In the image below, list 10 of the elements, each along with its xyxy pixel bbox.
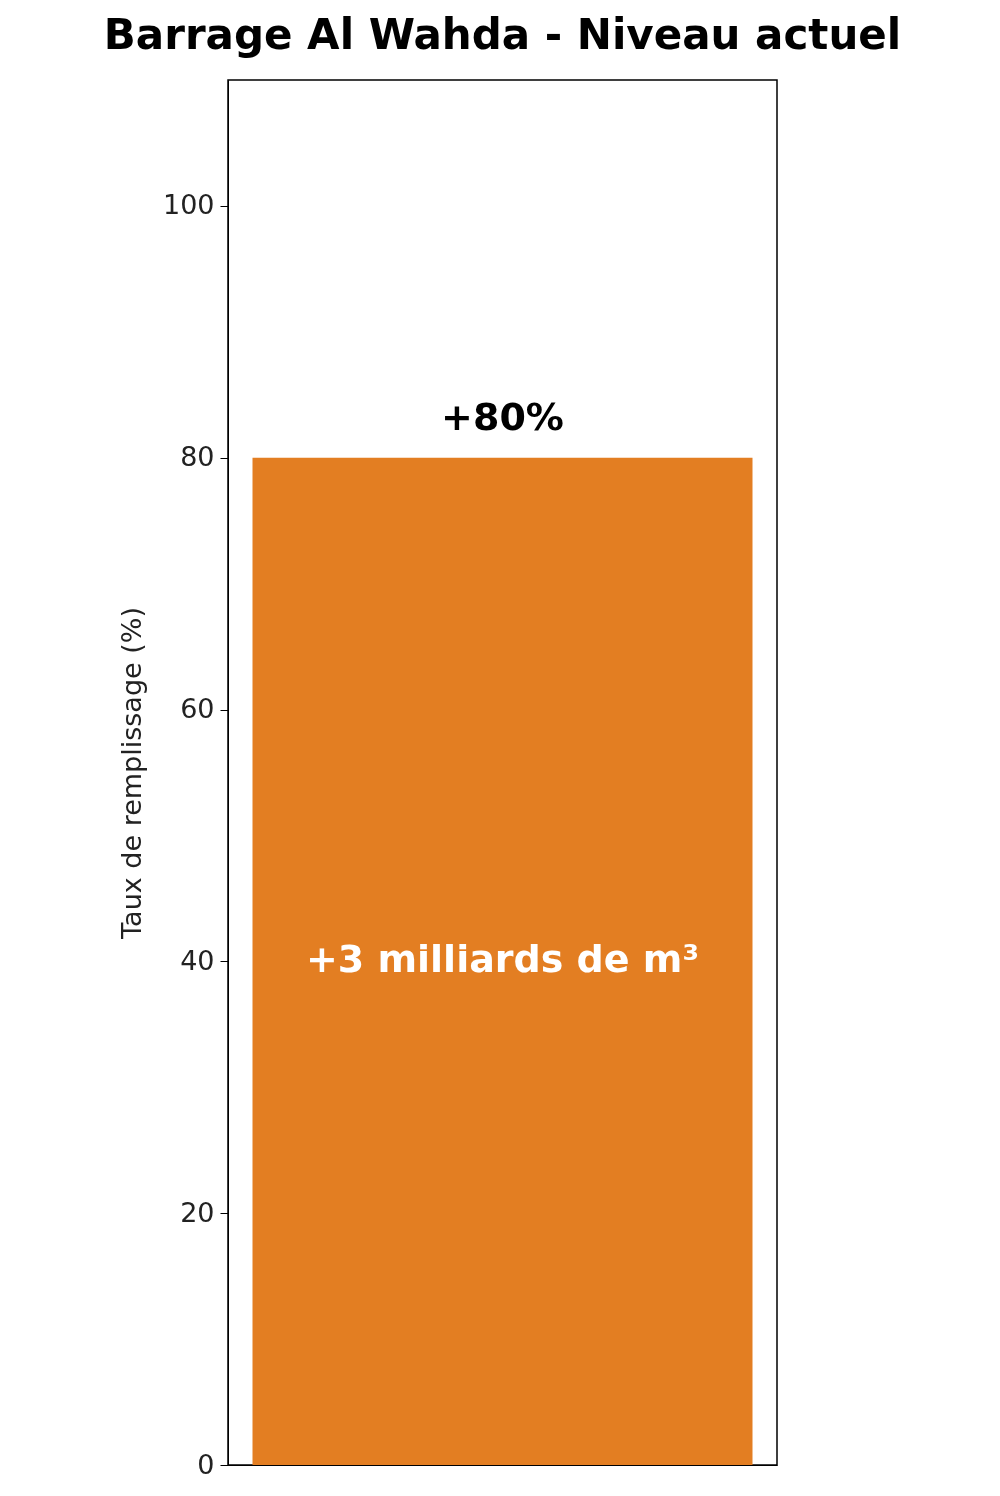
y-tick-label: 20 xyxy=(180,1196,215,1228)
chart-title: Barrage Al Wahda - Niveau actuel xyxy=(103,10,902,59)
y-tick-label: 0 xyxy=(197,1448,215,1480)
y-tick-label: 100 xyxy=(162,189,215,221)
y-axis-title: Taux de remplissage (%) xyxy=(115,607,147,940)
y-tick-label: 40 xyxy=(180,944,215,976)
data-label: +80% xyxy=(441,394,564,439)
annotation: +3 milliards de m³ xyxy=(305,937,700,982)
y-tick-label: 60 xyxy=(180,693,215,725)
y-tick-label: 80 xyxy=(180,441,215,473)
